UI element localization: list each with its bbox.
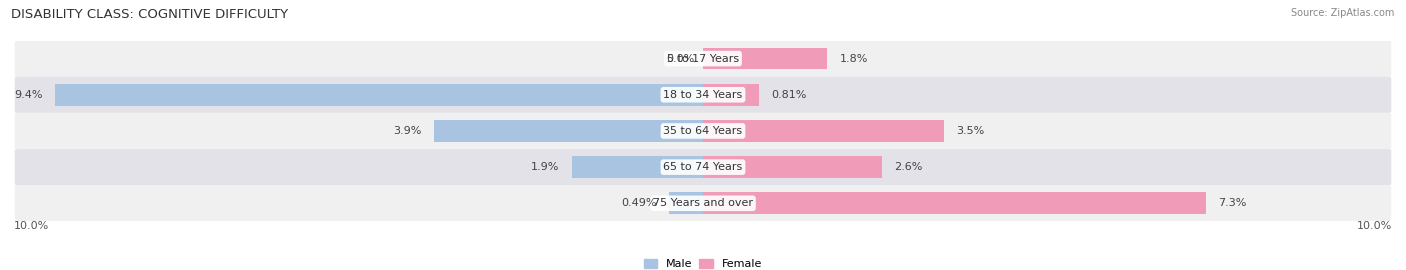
- Bar: [703, 48, 827, 69]
- Text: 7.3%: 7.3%: [1219, 198, 1247, 208]
- Bar: [703, 193, 1206, 214]
- Text: 0.81%: 0.81%: [772, 90, 807, 100]
- Text: 0.49%: 0.49%: [621, 198, 657, 208]
- Bar: [55, 84, 703, 106]
- Text: 1.9%: 1.9%: [531, 162, 560, 172]
- Text: 18 to 34 Years: 18 to 34 Years: [664, 90, 742, 100]
- Bar: [434, 120, 703, 142]
- Text: Source: ZipAtlas.com: Source: ZipAtlas.com: [1291, 8, 1395, 18]
- FancyBboxPatch shape: [14, 149, 1392, 185]
- Legend: Male, Female: Male, Female: [640, 254, 766, 270]
- FancyBboxPatch shape: [14, 113, 1392, 149]
- Text: 0.0%: 0.0%: [666, 53, 695, 64]
- Text: 5 to 17 Years: 5 to 17 Years: [666, 53, 740, 64]
- FancyBboxPatch shape: [14, 185, 1392, 221]
- Bar: [703, 120, 945, 142]
- Bar: [703, 84, 759, 106]
- FancyBboxPatch shape: [14, 40, 1392, 77]
- Text: 2.6%: 2.6%: [894, 162, 922, 172]
- Text: 65 to 74 Years: 65 to 74 Years: [664, 162, 742, 172]
- Text: 10.0%: 10.0%: [1357, 221, 1392, 231]
- Bar: [572, 156, 703, 178]
- Text: 3.5%: 3.5%: [956, 126, 984, 136]
- Text: 10.0%: 10.0%: [14, 221, 49, 231]
- Bar: [703, 156, 882, 178]
- Text: 35 to 64 Years: 35 to 64 Years: [664, 126, 742, 136]
- Text: 1.8%: 1.8%: [839, 53, 868, 64]
- Bar: [669, 193, 703, 214]
- Text: DISABILITY CLASS: COGNITIVE DIFFICULTY: DISABILITY CLASS: COGNITIVE DIFFICULTY: [11, 8, 288, 21]
- Text: 3.9%: 3.9%: [394, 126, 422, 136]
- FancyBboxPatch shape: [14, 77, 1392, 113]
- Text: 75 Years and over: 75 Years and over: [652, 198, 754, 208]
- Text: 9.4%: 9.4%: [14, 90, 44, 100]
